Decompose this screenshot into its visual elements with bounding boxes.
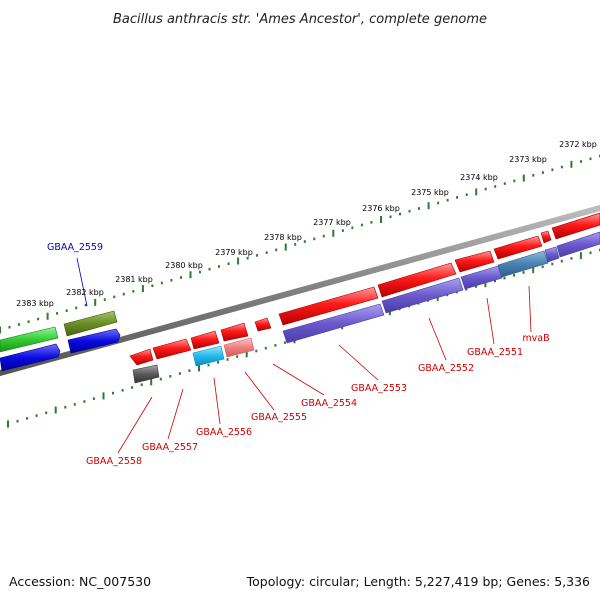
feature-cyan[interactable] [192,345,225,367]
feature-purple-1[interactable] [282,303,385,344]
feature-green[interactable] [0,326,59,353]
gene-label[interactable]: GBAA_2558 [86,456,142,467]
kbp-label: 2374 kbp [460,173,498,182]
kbp-label: 2376 kbp [362,204,400,213]
outer-scale [0,154,600,334]
leader-gbaa-2556 [213,377,221,425]
leader-gbaa-2553 [338,344,379,381]
kbp-label: 2383 kbp [16,299,54,308]
leader-mvab [528,285,532,333]
gene-label[interactable]: GBAA_2557 [142,442,198,453]
gene-label[interactable]: mvaB [522,333,549,344]
feature-gray[interactable] [132,364,160,384]
feature-gbaa-2553[interactable] [377,262,457,298]
feature-gbaa-2558[interactable] [129,348,154,366]
feature-steelblue[interactable] [497,250,549,278]
leader-gbaa-2559 [76,257,88,307]
reverse-strand-features [0,231,600,384]
feature-gbaa-2555[interactable] [220,322,249,342]
gene-label[interactable]: GBAA_2555 [251,412,307,423]
gene-label[interactable]: GBAA_2551 [467,347,523,358]
kbp-label: 2372 kbp [559,140,597,149]
gene-label[interactable]: GBAA_2554 [301,398,357,409]
leader-gbaa-2552 [428,317,447,361]
feature-purple-2[interactable] [381,277,464,314]
kbp-label: 2379 kbp [215,248,253,257]
label-leaders [76,257,532,454]
gene-labels: GBAA_2559 GBAA_2558 GBAA_2557 GBAA_2556 … [47,242,550,467]
kbp-label: 2377 kbp [313,218,351,227]
gene-label[interactable]: GBAA_2552 [418,363,474,374]
leader-gbaa-2555 [244,371,275,411]
feature-gbaa-2554-small[interactable] [254,317,272,332]
feature-olive[interactable] [63,310,118,337]
map-title: Bacillus anthracis str. 'Ames Ancestor',… [113,12,487,27]
kbp-tick-labels: 2372 kbp 2373 kbp 2374 kbp 2375 kbp 2376… [16,140,597,308]
feature-purple-3[interactable] [460,265,503,290]
leader-gbaa-2558 [117,396,153,454]
gene-label[interactable]: GBAA_2556 [196,427,252,438]
feature-gbaa-2556[interactable] [190,330,220,350]
feature-mvab-small[interactable] [540,230,552,244]
kbp-label: 2381 kbp [115,275,153,284]
feature-gbaa-2559[interactable] [67,328,121,354]
gene-label[interactable]: GBAA_2553 [351,383,407,394]
feature-gbaa-2557[interactable] [152,338,192,360]
kbp-label: 2373 kbp [509,155,547,164]
kbp-label: 2380 kbp [165,261,203,270]
forward-strand-features [0,212,600,366]
leader-gbaa-2551 [486,297,495,345]
feature-blue-1[interactable] [0,343,61,372]
feature-pink[interactable] [223,337,255,358]
kbp-label: 2375 kbp [411,188,449,197]
kbp-label: 2382 kbp [66,288,104,297]
leader-gbaa-2557 [167,388,184,440]
feature-purple-5[interactable] [556,231,600,258]
feature-gbaa-2552[interactable] [454,250,495,273]
genome-summary-text: Topology: circular; Length: 5,227,419 bp… [246,574,590,589]
leader-gbaa-2554 [272,363,325,396]
feature-gbaa-2551[interactable] [493,235,543,260]
kbp-label: 2378 kbp [264,233,302,242]
accession-text: Accession: NC_007530 [9,574,152,589]
feature-mvab[interactable] [551,212,600,240]
feature-purple-4[interactable] [544,246,560,263]
gene-label[interactable]: GBAA_2559 [47,242,103,253]
feature-gbaa-2554[interactable] [278,286,379,326]
